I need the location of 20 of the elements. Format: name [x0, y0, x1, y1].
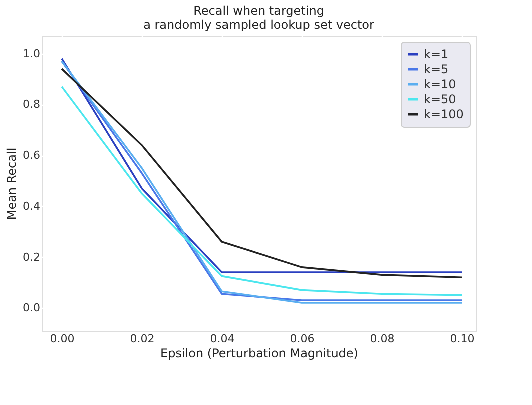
y-axis-title: Mean Recall: [5, 148, 20, 220]
x-tick-label: 0.10: [450, 332, 475, 346]
legend-label: k=100: [424, 108, 464, 122]
x-tick-label: 0.06: [290, 332, 315, 346]
y-tick-label: 1.0: [23, 47, 40, 60]
y-tick-label: 0.2: [23, 250, 40, 264]
x-tick-label: 0.02: [130, 332, 155, 346]
legend-label: k=1: [424, 48, 449, 62]
y-tick-label: 0.0: [23, 302, 40, 315]
legend-label: k=10: [424, 78, 456, 92]
x-axis-title: Epsilon (Perturbation Magnitude): [160, 346, 358, 360]
y-tick-label: 0.4: [23, 200, 40, 213]
x-tick-label: 0.00: [50, 332, 75, 346]
x-tick-label: 0.04: [210, 332, 235, 346]
x-tick-label: 0.08: [370, 332, 395, 346]
chart-title: Recall when targeting a randomly sampled lookup set vector: [144, 4, 374, 32]
y-tick-label: 0.6: [23, 149, 40, 162]
legend-label: k=50: [424, 92, 456, 106]
legend-label: k=5: [424, 62, 449, 76]
y-tick-label: 0.8: [23, 98, 40, 112]
